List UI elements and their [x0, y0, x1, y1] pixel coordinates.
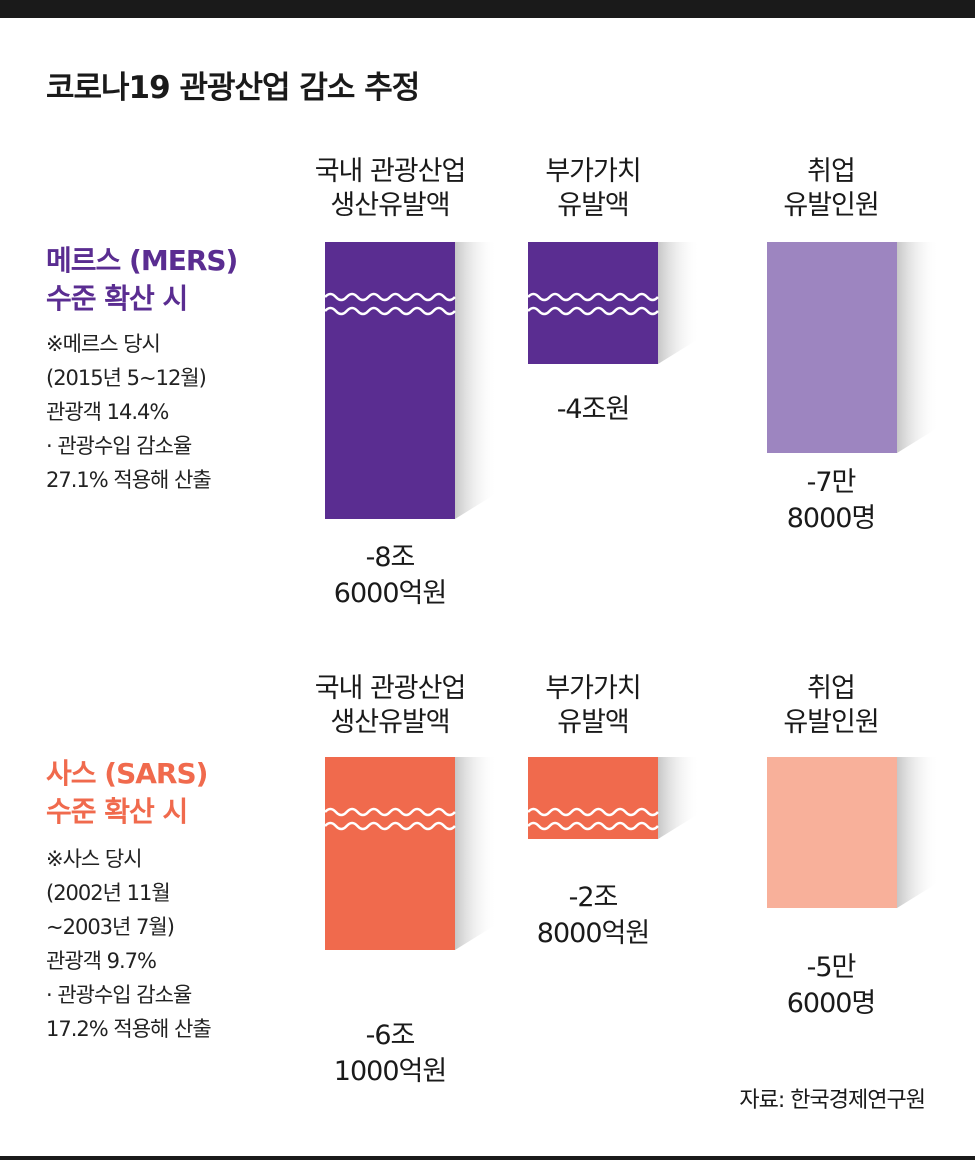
axis-break-wave — [527, 292, 659, 302]
axis-break-wave — [527, 821, 659, 831]
sars-employment-bar — [767, 757, 897, 908]
mers-scenario-note: ※메르스 당시 (2015년 5∼12월) 관광객 14.4% · 관광수입 감… — [46, 327, 212, 497]
col-head-line1: 부가가치 — [545, 156, 641, 187]
sars-note-line: · 관광수입 감소율 — [46, 983, 192, 1007]
mers-production-bar — [325, 242, 455, 519]
col-head-line1: 취업 — [807, 673, 856, 704]
col-head-line2: 유발인원 — [783, 707, 879, 738]
top-rule — [0, 0, 975, 18]
mers-note-line: · 관광수입 감소율 — [46, 434, 192, 458]
mers-scenario-title: 메르스 (MERS) 수준 확산 시 — [46, 242, 238, 318]
sars-production-bar-shadow — [455, 757, 497, 950]
mers-production-bar-shadow — [455, 242, 497, 519]
mers-note-line: (2015년 5∼12월) — [46, 366, 207, 390]
col-head-line2: 생산유발액 — [330, 190, 450, 221]
col-head-employment: 취업 유발인원 — [721, 672, 941, 740]
data-label-line1: -5만 — [806, 952, 857, 983]
mers-employment-bar-shadow — [897, 242, 939, 453]
axis-break-wave — [324, 292, 456, 302]
sars-title-line2: 수준 확산 시 — [46, 795, 188, 828]
col-head-line1: 취업 — [807, 156, 856, 187]
sars-value-added-value: -2조 8000억원 — [483, 880, 703, 952]
source-note: 자료: 한국경제연구원 — [739, 1088, 926, 1113]
mers-value-added-bar-shadow — [658, 242, 700, 364]
sars-production-value: -6조 1000억원 — [280, 1018, 500, 1090]
data-label-line2: 6000억원 — [333, 578, 447, 609]
col-head-line2: 유발액 — [557, 707, 630, 738]
sars-note-line: 관광객 9.7% — [46, 949, 157, 973]
col-head-line1: 국내 관광산업 — [314, 156, 467, 187]
data-label-line2: 6000명 — [786, 988, 877, 1019]
sars-employment-bar-shadow — [897, 757, 939, 908]
sars-scenario-title: 사스 (SARS) 수준 확산 시 — [46, 755, 208, 831]
col-head-line1: 부가가치 — [545, 673, 641, 704]
col-head-production: 국내 관광산업 생산유발액 — [280, 672, 500, 740]
sars-scenario-note: ※사스 당시 (2002년 11월 ∼2003년 7월) 관광객 9.7% · … — [46, 842, 212, 1046]
mers-title-line1: 메르스 (MERS) — [46, 244, 238, 277]
col-head-line2: 생산유발액 — [330, 707, 450, 738]
data-label-line1: -4조원 — [556, 394, 631, 425]
mers-note-line: 관광객 14.4% — [46, 400, 169, 424]
sars-production-bar — [325, 757, 455, 950]
mers-employment-bar — [767, 242, 897, 453]
mers-note-line: ※메르스 당시 — [46, 332, 161, 356]
col-head-line2: 유발액 — [557, 190, 630, 221]
sars-value-added-bar-shadow — [658, 757, 700, 839]
col-head-value-added: 부가가치 유발액 — [483, 155, 703, 223]
col-head-line1: 국내 관광산업 — [314, 673, 467, 704]
sars-employment-value: -5만 6000명 — [721, 950, 941, 1022]
data-label-line1: -6조 — [365, 1020, 416, 1051]
sars-title-line1: 사스 (SARS) — [46, 757, 208, 790]
sars-note-line: ∼2003년 7월) — [46, 915, 175, 939]
mers-production-value: -8조 6000억원 — [280, 540, 500, 612]
axis-break-wave — [527, 306, 659, 316]
col-head-value-added: 부가가치 유발액 — [483, 672, 703, 740]
mers-note-line: 27.1% 적용해 산출 — [46, 468, 212, 492]
mers-value-added-value: -4조원 — [483, 392, 703, 428]
data-label-line2: 8000명 — [786, 503, 877, 534]
data-label-line2: 8000억원 — [536, 918, 650, 949]
sars-note-line: (2002년 11월 — [46, 881, 171, 905]
col-head-employment: 취업 유발인원 — [721, 155, 941, 223]
col-head-production: 국내 관광산업 생산유발액 — [280, 155, 500, 223]
bottom-rule — [0, 1156, 975, 1160]
axis-break-wave — [527, 807, 659, 817]
data-label-line2: 1000억원 — [333, 1056, 447, 1087]
sars-note-line: 17.2% 적용해 산출 — [46, 1017, 212, 1041]
mers-value-added-bar — [528, 242, 658, 364]
mers-employment-value: -7만 8000명 — [721, 465, 941, 537]
data-label-line1: -2조 — [568, 882, 619, 913]
col-head-line2: 유발인원 — [783, 190, 879, 221]
sars-note-line: ※사스 당시 — [46, 847, 143, 871]
axis-break-wave — [324, 306, 456, 316]
mers-title-line2: 수준 확산 시 — [46, 282, 188, 315]
chart-title: 코로나19 관광산업 감소 추정 — [46, 70, 420, 106]
axis-break-wave — [324, 821, 456, 831]
axis-break-wave — [324, 807, 456, 817]
data-label-line1: -7만 — [806, 467, 857, 498]
data-label-line1: -8조 — [365, 542, 416, 573]
